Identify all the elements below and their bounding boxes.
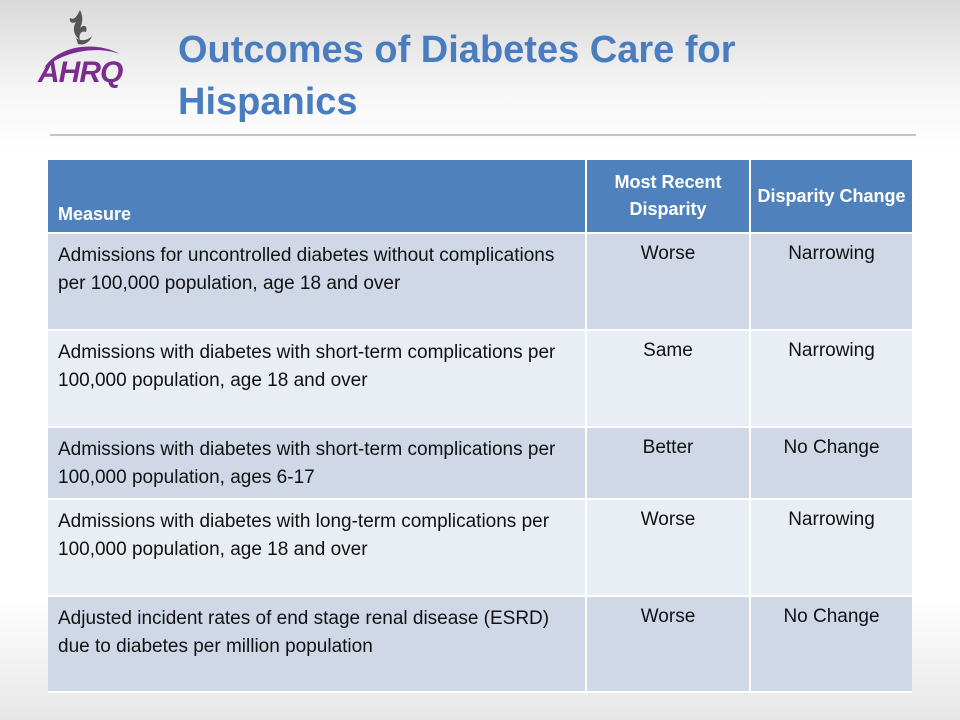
change-cell: No Change — [750, 596, 912, 693]
disparity-cell: Worse — [586, 233, 751, 331]
change-cell: Narrowing — [750, 233, 912, 331]
table-row: Admissions with diabetes with long-term … — [48, 499, 912, 597]
measure-cell: Adjusted incident rates of end stage ren… — [48, 596, 587, 693]
disparity-cell: Better — [586, 427, 751, 500]
change-cell: Narrowing — [750, 330, 912, 428]
change-cell: No Change — [750, 427, 912, 500]
logo-wordmark: AHRQ — [38, 56, 123, 89]
disparity-cell: Same — [586, 330, 751, 428]
header-measure: Measure — [48, 160, 587, 234]
slide-title: Outcomes of Diabetes Care for Hispanics — [178, 29, 736, 123]
hhs-eagle-icon — [44, 10, 120, 68]
disparity-cell: Worse — [586, 499, 751, 597]
measure-cell: Admissions with diabetes with long-term … — [48, 499, 587, 597]
change-cell: Narrowing — [750, 499, 912, 597]
table-header-row: Measure Most Recent Disparity Disparity … — [48, 160, 912, 234]
header-most-recent-disparity: Most Recent Disparity — [586, 160, 751, 234]
outcomes-table: Measure Most Recent Disparity Disparity … — [48, 160, 912, 693]
table-row: Admissions with diabetes with short-term… — [48, 330, 912, 428]
disparity-cell: Worse — [586, 596, 751, 693]
table-row: Admissions with diabetes with short-term… — [48, 427, 912, 500]
measure-cell: Admissions with diabetes with short-term… — [48, 330, 587, 428]
table-row: Adjusted incident rates of end stage ren… — [48, 596, 912, 693]
ahrq-logo: AHRQ — [36, 8, 140, 104]
title-divider — [50, 134, 916, 136]
measure-cell: Admissions with diabetes with short-term… — [48, 427, 587, 500]
header-disparity-change: Disparity Change — [750, 160, 912, 234]
table-row: Admissions for uncontrolled diabetes wit… — [48, 233, 912, 331]
measure-cell: Admissions for uncontrolled diabetes wit… — [48, 233, 587, 331]
